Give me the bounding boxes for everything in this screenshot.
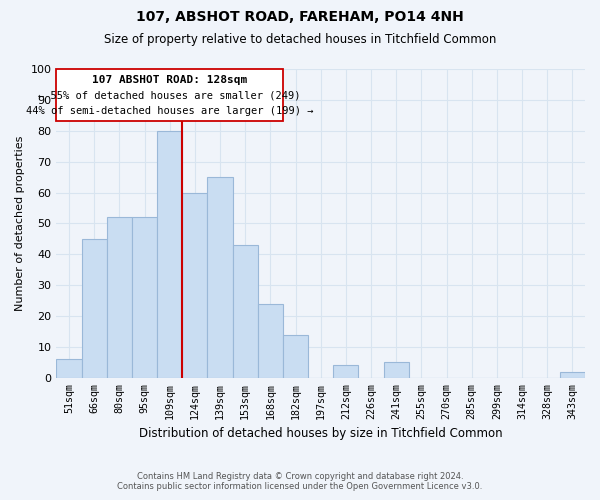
Text: 107 ABSHOT ROAD: 128sqm: 107 ABSHOT ROAD: 128sqm	[92, 75, 247, 85]
Bar	[383, 362, 409, 378]
Bar	[82, 239, 107, 378]
Bar	[560, 372, 585, 378]
Bar	[283, 334, 308, 378]
Bar	[182, 192, 208, 378]
Bar	[107, 217, 132, 378]
Text: 107, ABSHOT ROAD, FAREHAM, PO14 4NH: 107, ABSHOT ROAD, FAREHAM, PO14 4NH	[136, 10, 464, 24]
Bar	[333, 366, 358, 378]
Text: 44% of semi-detached houses are larger (199) →: 44% of semi-detached houses are larger (…	[26, 106, 313, 116]
Y-axis label: Number of detached properties: Number of detached properties	[15, 136, 25, 311]
Bar	[132, 217, 157, 378]
Text: ← 55% of detached houses are smaller (249): ← 55% of detached houses are smaller (24…	[38, 90, 301, 100]
X-axis label: Distribution of detached houses by size in Titchfield Common: Distribution of detached houses by size …	[139, 427, 503, 440]
Bar	[233, 245, 258, 378]
Bar	[208, 177, 233, 378]
FancyBboxPatch shape	[56, 69, 283, 122]
Text: Size of property relative to detached houses in Titchfield Common: Size of property relative to detached ho…	[104, 32, 496, 46]
Bar	[258, 304, 283, 378]
Bar	[56, 360, 82, 378]
Text: Contains HM Land Registry data © Crown copyright and database right 2024.
Contai: Contains HM Land Registry data © Crown c…	[118, 472, 482, 491]
Bar	[157, 131, 182, 378]
